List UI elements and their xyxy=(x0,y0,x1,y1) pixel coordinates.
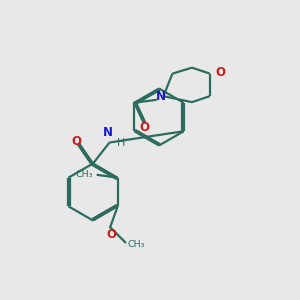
Text: CH₃: CH₃ xyxy=(76,170,93,179)
Text: H: H xyxy=(117,137,125,148)
Text: CH₃: CH₃ xyxy=(128,240,145,249)
Text: O: O xyxy=(215,66,225,79)
Text: N: N xyxy=(103,126,113,139)
Text: O: O xyxy=(139,121,149,134)
Text: O: O xyxy=(71,135,81,148)
Text: O: O xyxy=(107,228,117,241)
Text: N: N xyxy=(155,90,165,103)
